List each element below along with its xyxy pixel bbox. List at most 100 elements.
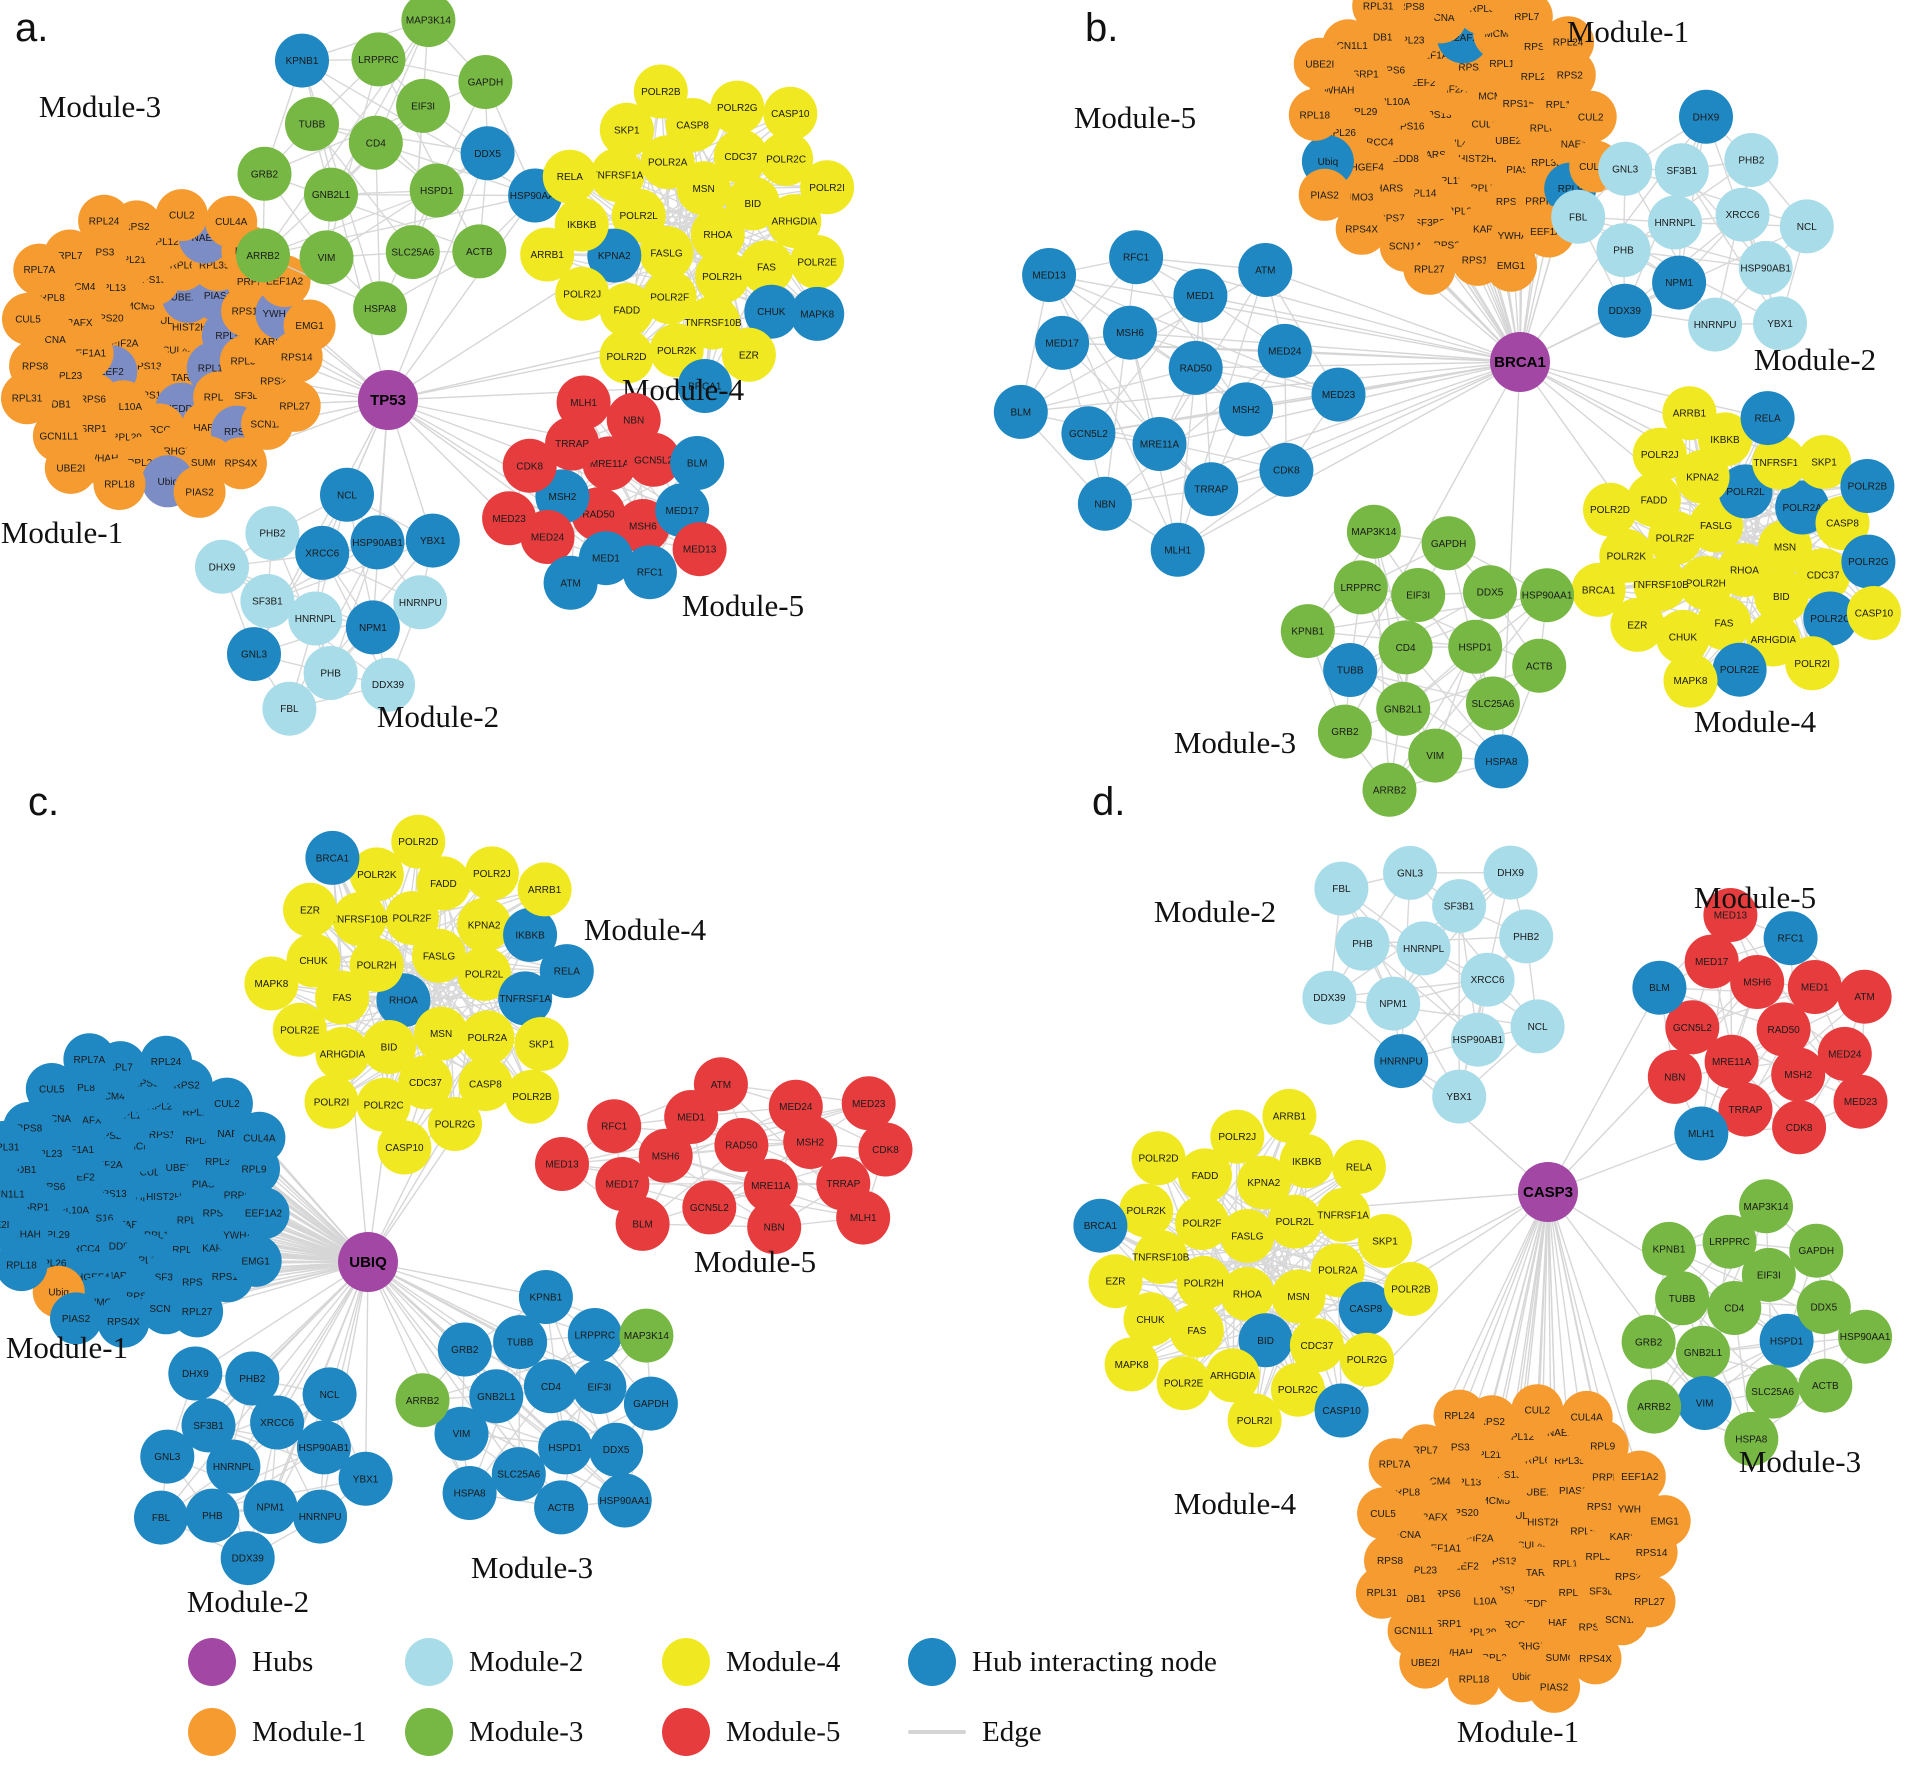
- node-atm[interactable]: ATM: [1238, 243, 1293, 297]
- node-msh2[interactable]: MSH2: [1219, 382, 1274, 437]
- node-brca1[interactable]: BRCA1: [305, 830, 360, 885]
- node-rpl27[interactable]: RPL27: [1623, 1575, 1676, 1628]
- node-vim[interactable]: VIM: [1408, 728, 1463, 783]
- node-gnl3[interactable]: GNL3: [140, 1429, 195, 1484]
- node-npm1[interactable]: NPM1: [243, 1480, 298, 1535]
- node-nbn[interactable]: NBN: [606, 392, 661, 447]
- node-rela[interactable]: RELA: [542, 149, 597, 204]
- node-eif3i[interactable]: EIF3I: [396, 78, 451, 133]
- node-kpnb1[interactable]: KPNB1: [1642, 1221, 1696, 1276]
- node-gnb2l1[interactable]: GNB2L1: [1376, 681, 1431, 736]
- node-polr2a[interactable]: POLR2A: [460, 1010, 515, 1065]
- node-cd4[interactable]: CD4: [348, 115, 403, 170]
- node-cdk8[interactable]: CDK8: [502, 438, 557, 493]
- node-dhx9[interactable]: DHX9: [168, 1346, 223, 1401]
- node-polr2d[interactable]: POLR2D: [1131, 1131, 1186, 1186]
- node-atm[interactable]: ATM: [1837, 969, 1892, 1024]
- node-cul5[interactable]: CUL5: [1430, 0, 1482, 16]
- node-slc25a6[interactable]: SLC25A6: [1745, 1364, 1800, 1419]
- node-hspa8[interactable]: HSPA8: [1474, 734, 1529, 789]
- node-gnl3[interactable]: GNL3: [1598, 141, 1653, 196]
- node-polr2k[interactable]: POLR2K: [1119, 1183, 1174, 1238]
- node-polr2j[interactable]: POLR2J: [1210, 1109, 1265, 1164]
- node-msh6[interactable]: MSH6: [1103, 305, 1157, 360]
- hub-node-ubiq[interactable]: UBIQ: [338, 1232, 398, 1292]
- hub-node-tp53[interactable]: TP53: [358, 370, 418, 430]
- node-gnl3[interactable]: GNL3: [227, 627, 281, 682]
- node-phb[interactable]: PHB: [1335, 916, 1390, 971]
- node-lrpprc[interactable]: LRPPRC: [1333, 560, 1388, 615]
- node-arrb2[interactable]: ARRB2: [395, 1373, 450, 1428]
- node-ybx1[interactable]: YBX1: [338, 1451, 393, 1506]
- node-vim[interactable]: VIM: [1677, 1376, 1732, 1430]
- node-faslg[interactable]: FASLG: [1220, 1208, 1275, 1263]
- node-polr2e[interactable]: POLR2E: [1156, 1356, 1211, 1411]
- node-tubb[interactable]: TUBB: [1323, 643, 1378, 697]
- node-rpl31[interactable]: RPL31: [1, 372, 53, 425]
- node-hsp90ab1[interactable]: HSP90AB1: [1738, 240, 1793, 295]
- node-phb2[interactable]: PHB2: [225, 1351, 280, 1406]
- node-cdk8[interactable]: CDK8: [1772, 1100, 1827, 1155]
- node-med24[interactable]: MED24: [1257, 323, 1312, 378]
- node-kpnb1[interactable]: KPNB1: [518, 1270, 573, 1324]
- node-arrb2[interactable]: ARRB2: [1627, 1379, 1682, 1434]
- node-ube2i[interactable]: UBE2I: [1293, 37, 1346, 90]
- node-tubb[interactable]: TUBB: [493, 1315, 548, 1370]
- node-eif3i[interactable]: EIF3I: [1391, 568, 1446, 622]
- node-gapdh[interactable]: GAPDH: [623, 1376, 678, 1431]
- node-med24[interactable]: MED24: [1817, 1026, 1872, 1081]
- node-pias2[interactable]: PIAS2: [173, 465, 226, 518]
- node-polr2j[interactable]: POLR2J: [464, 846, 519, 901]
- node-hnrnpu[interactable]: HNRNPU: [1374, 1034, 1429, 1089]
- node-ddx5[interactable]: DDX5: [460, 126, 515, 181]
- node-polr2e[interactable]: POLR2E: [272, 1002, 327, 1057]
- node-atm[interactable]: ATM: [543, 555, 598, 610]
- node-lrpprc[interactable]: LRPPRC: [567, 1308, 622, 1362]
- node-med17[interactable]: MED17: [1035, 315, 1090, 370]
- node-rela[interactable]: RELA: [1331, 1139, 1386, 1194]
- node-gnb2l1[interactable]: GNB2L1: [304, 167, 358, 222]
- node-ezr[interactable]: EZR: [283, 882, 337, 937]
- node-polr2b[interactable]: POLR2B: [1384, 1262, 1438, 1316]
- node-rfc1[interactable]: RFC1: [1763, 911, 1818, 966]
- node-polr2g[interactable]: POLR2G: [1340, 1332, 1394, 1387]
- node-rfc1[interactable]: RFC1: [587, 1099, 642, 1154]
- node-arrb2[interactable]: ARRB2: [236, 228, 290, 283]
- node-casp10[interactable]: CASP10: [377, 1120, 432, 1175]
- node-hspd1[interactable]: HSPD1: [409, 163, 464, 218]
- node-blm[interactable]: BLM: [670, 436, 725, 490]
- node-hnrnpl[interactable]: HNRNPL: [1648, 195, 1702, 250]
- node-phb[interactable]: PHB: [303, 646, 358, 700]
- node-pias2[interactable]: PIAS2: [1528, 1660, 1581, 1713]
- node-med13[interactable]: MED13: [1022, 248, 1077, 302]
- node-cul5[interactable]: CUL5: [1357, 1487, 1410, 1540]
- node-rpl27[interactable]: RPL27: [171, 1285, 224, 1338]
- node-hnrnpu[interactable]: HNRNPU: [293, 1489, 348, 1544]
- node-med23[interactable]: MED23: [841, 1076, 896, 1131]
- node-polr2e[interactable]: POLR2E: [1712, 642, 1767, 697]
- node-mlh1[interactable]: MLH1: [1674, 1106, 1729, 1161]
- node-tubb[interactable]: TUBB: [1655, 1271, 1710, 1326]
- node-mapk8[interactable]: MAPK8: [244, 956, 299, 1011]
- node-arrb1[interactable]: ARRB1: [1262, 1088, 1317, 1143]
- node-cul2[interactable]: CUL2: [155, 189, 208, 242]
- node-actb[interactable]: ACTB: [1512, 638, 1567, 693]
- node-fbl[interactable]: FBL: [262, 681, 317, 736]
- node-trrap[interactable]: TRRAP: [1184, 462, 1239, 517]
- node-gapdh[interactable]: GAPDH: [458, 55, 513, 109]
- node-rpl7a[interactable]: RPL7A: [63, 1033, 116, 1086]
- node-hspa8[interactable]: HSPA8: [442, 1466, 497, 1520]
- node-ube2i[interactable]: UBE2I: [1399, 1636, 1452, 1689]
- node-rpl31[interactable]: RPL31: [1355, 1566, 1408, 1619]
- node-fbl[interactable]: FBL: [134, 1490, 188, 1545]
- node-actb[interactable]: ACTB: [1798, 1358, 1853, 1413]
- node-ddx39[interactable]: DDX39: [220, 1531, 275, 1586]
- node-dhx9[interactable]: DHX9: [195, 539, 249, 594]
- node-rpl27[interactable]: RPL27: [268, 379, 321, 432]
- node-tubb[interactable]: TUBB: [285, 97, 339, 151]
- node-sf3b1[interactable]: SF3B1: [1654, 143, 1709, 198]
- node-eef1a2[interactable]: EEF1A2: [1613, 1450, 1666, 1503]
- node-gnl3[interactable]: GNL3: [1383, 845, 1437, 900]
- node-med13[interactable]: MED13: [672, 522, 727, 577]
- node-med1[interactable]: MED1: [1787, 960, 1842, 1014]
